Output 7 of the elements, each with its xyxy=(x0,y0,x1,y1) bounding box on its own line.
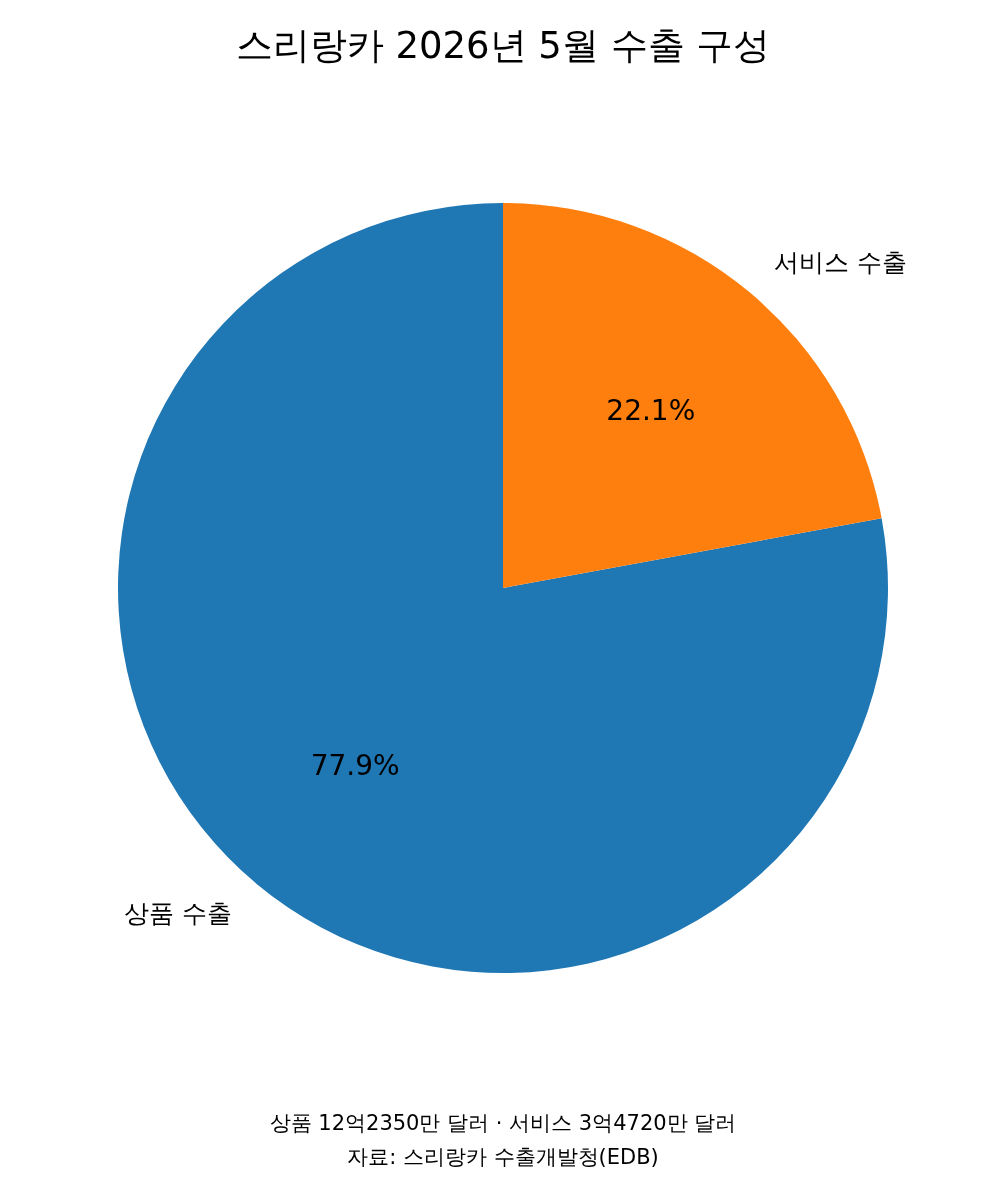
chart-title: 스리랑카 2026년 5월 수출 구성 xyxy=(235,23,771,67)
text: 자료: 스리랑카 수출개발청(EDB) xyxy=(347,1145,659,1169)
slice-label: 서비스 수출 xyxy=(773,248,907,278)
data-label: 77.9% xyxy=(310,749,400,783)
text: 상품 12억2350만 달러 · 서비스 3억4720만 달러 xyxy=(269,1111,737,1135)
slice-label: 상품 수출 xyxy=(124,898,233,928)
data-label: 22.1% xyxy=(606,393,696,427)
